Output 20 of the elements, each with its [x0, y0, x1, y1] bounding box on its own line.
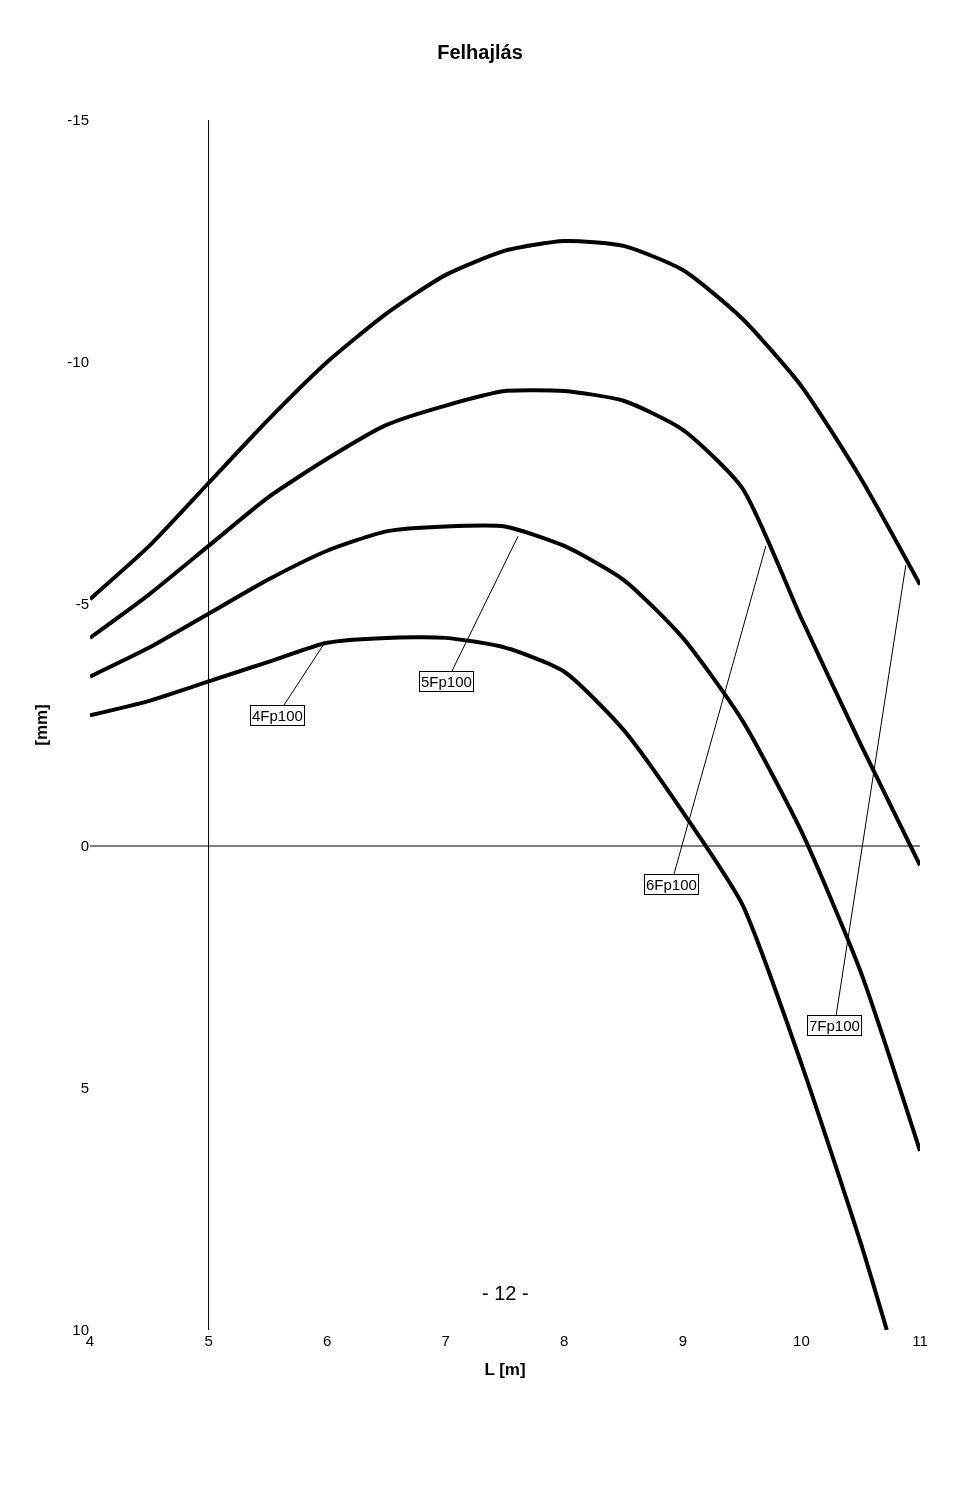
y-axis-title: [mm]	[31, 704, 51, 746]
annotation: 6Fp100	[646, 876, 697, 893]
chart-subtitle: Felhajlás	[437, 40, 523, 63]
x-tick-label: 5	[204, 1332, 213, 1349]
x-tick-label: 9	[678, 1332, 688, 1349]
y-tick-label: -15	[67, 111, 89, 129]
x-axis-title: L [m]	[484, 1360, 526, 1380]
x-tick-label: 6	[322, 1332, 332, 1349]
y-tick-label: -10	[67, 353, 89, 371]
annotation: 4Fp100	[252, 707, 303, 724]
x-tick-label: 10	[793, 1332, 810, 1349]
annotation: 5Fp100	[421, 673, 472, 690]
x-tick-label: 7	[441, 1332, 450, 1349]
x-tick-label: 11	[912, 1332, 928, 1349]
y-tick-label: -5	[75, 595, 89, 613]
annotation: - 12 -	[482, 1282, 529, 1304]
annotation: 7Fp100	[809, 1017, 860, 1034]
y-tick-label: 0	[80, 837, 89, 855]
y-tick-label: 5	[80, 1079, 89, 1097]
x-tick-label: 8	[560, 1332, 569, 1349]
